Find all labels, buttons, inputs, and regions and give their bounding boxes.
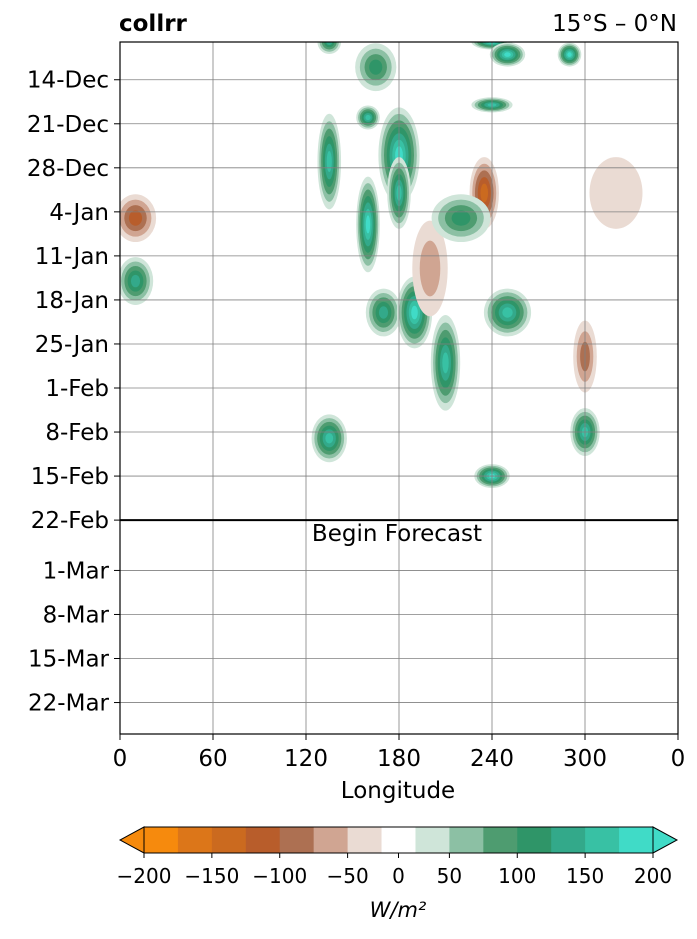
anomaly-contour	[326, 151, 332, 173]
y-tick-label: 1-Feb	[45, 376, 109, 402]
chart-subtitle: 15°S – 0°N	[552, 11, 677, 37]
anomaly-feature	[557, 42, 582, 67]
x-tick-label: 120	[284, 746, 328, 772]
colorbar-swatch	[415, 827, 450, 853]
anomaly-contour	[442, 352, 449, 374]
colorbar-swatch	[517, 827, 552, 853]
colorbar-tick-label: 0	[392, 864, 405, 888]
anomaly-contour	[326, 42, 333, 46]
grid	[120, 42, 678, 734]
x-axis: 0 60 120 180 240 300 0	[113, 734, 686, 772]
colorbar-swatch	[313, 827, 349, 853]
colorbar-swatch	[279, 827, 315, 853]
colorbar-tick-label: −100	[252, 864, 307, 888]
anomaly-feature	[589, 157, 643, 229]
anomaly-feature	[120, 257, 154, 305]
y-tick-label: 11-Jan	[35, 244, 109, 270]
x-tick-label: 240	[470, 746, 514, 772]
anomaly-feature	[431, 194, 491, 243]
anomaly-contour	[480, 183, 489, 203]
anomaly-feature	[356, 176, 380, 273]
anomaly-feature	[412, 220, 448, 317]
y-tick-label: 25-Jan	[35, 332, 109, 358]
anomaly-contour	[130, 274, 141, 288]
colorbar-swatch	[381, 827, 416, 853]
anomaly-contour	[502, 307, 513, 318]
colorbar-swatch	[551, 827, 586, 853]
y-tick-label: 22-Mar	[28, 691, 110, 717]
anomaly-feature	[356, 105, 380, 130]
colorbar-tick-label: 200	[634, 864, 672, 888]
anomaly-contour	[128, 210, 143, 226]
x-tick-label: 0	[113, 746, 128, 772]
x-axis-label: Longitude	[341, 778, 455, 804]
colorbar-tick-label: 100	[498, 864, 536, 888]
colorbar-tick-label: 150	[566, 864, 604, 888]
anomaly-feature	[311, 414, 347, 463]
anomaly-contour	[419, 240, 441, 297]
y-tick-label: 22-Feb	[31, 508, 109, 534]
colorbar-tick-label: −150	[184, 864, 239, 888]
anomaly-field	[120, 42, 643, 489]
y-tick-label: 21-Dec	[27, 112, 109, 138]
y-tick-label: 4-Jan	[49, 200, 109, 226]
y-tick-label: 18-Jan	[35, 288, 109, 314]
colorbar-swatch	[144, 827, 179, 853]
anomaly-feature	[120, 194, 157, 243]
colorbar-tick-label: −200	[117, 864, 172, 888]
anomaly-contour	[365, 215, 371, 234]
anomaly-feature	[355, 43, 397, 92]
y-tick-label: 8-Feb	[45, 420, 109, 446]
colorbar-tick-label: −50	[326, 864, 368, 888]
y-tick-label: 15-Mar	[28, 647, 110, 673]
anomaly-contour	[369, 59, 383, 75]
anomaly-feature	[365, 288, 402, 337]
colorbar: −200 −150 −100 −50 0 50 100 150 200	[117, 826, 679, 888]
colorbar-label: W/m²	[370, 898, 427, 922]
y-tick-label: 28-Dec	[27, 156, 109, 182]
anomaly-contour	[365, 114, 371, 121]
colorbar-tick-label: 50	[437, 864, 462, 888]
colorbar-swatch	[619, 827, 654, 853]
anomaly-contour	[378, 306, 389, 319]
anomaly-feature	[489, 42, 526, 67]
x-tick-label: 300	[563, 746, 607, 772]
y-tick-label: 1-Mar	[43, 558, 110, 584]
y-tick-label: 8-Mar	[43, 602, 110, 628]
anomaly-feature	[317, 42, 342, 54]
forecast-label: Begin Forecast	[312, 521, 482, 547]
anomaly-contour	[411, 305, 418, 320]
anomaly-contour	[589, 157, 643, 229]
colorbar-swatch	[347, 827, 383, 853]
colorbar-swatch	[449, 827, 484, 853]
anomaly-feature	[483, 288, 532, 337]
anomaly-feature	[317, 113, 342, 210]
colorbar-swatch	[211, 827, 247, 853]
x-tick-label: 60	[198, 746, 227, 772]
forecast-marker: Begin Forecast	[120, 519, 678, 547]
y-tick-label: 15-Feb	[31, 464, 109, 490]
y-tick-label: 14-Dec	[27, 68, 109, 94]
colorbar-extend-high	[652, 826, 679, 854]
anomaly-contour	[504, 52, 511, 57]
anomaly-feature	[430, 315, 461, 411]
x-tick-label: 180	[377, 746, 421, 772]
anomaly-contour	[451, 210, 471, 226]
colorbar-swatch	[177, 827, 213, 853]
anomaly-contour	[325, 433, 334, 444]
x-tick-label: 0	[671, 746, 686, 772]
colorbar-swatch	[245, 827, 281, 853]
chart-title: collrr	[119, 11, 188, 37]
anomaly-contour	[567, 52, 572, 57]
colorbar-extend-low	[118, 826, 145, 854]
colorbar-swatch	[483, 827, 518, 853]
colorbar-swatch	[585, 827, 620, 853]
y-axis: 14-Dec 21-Dec 28-Dec 4-Jan 11-Jan 18-Jan 25-Ja…	[27, 68, 120, 717]
